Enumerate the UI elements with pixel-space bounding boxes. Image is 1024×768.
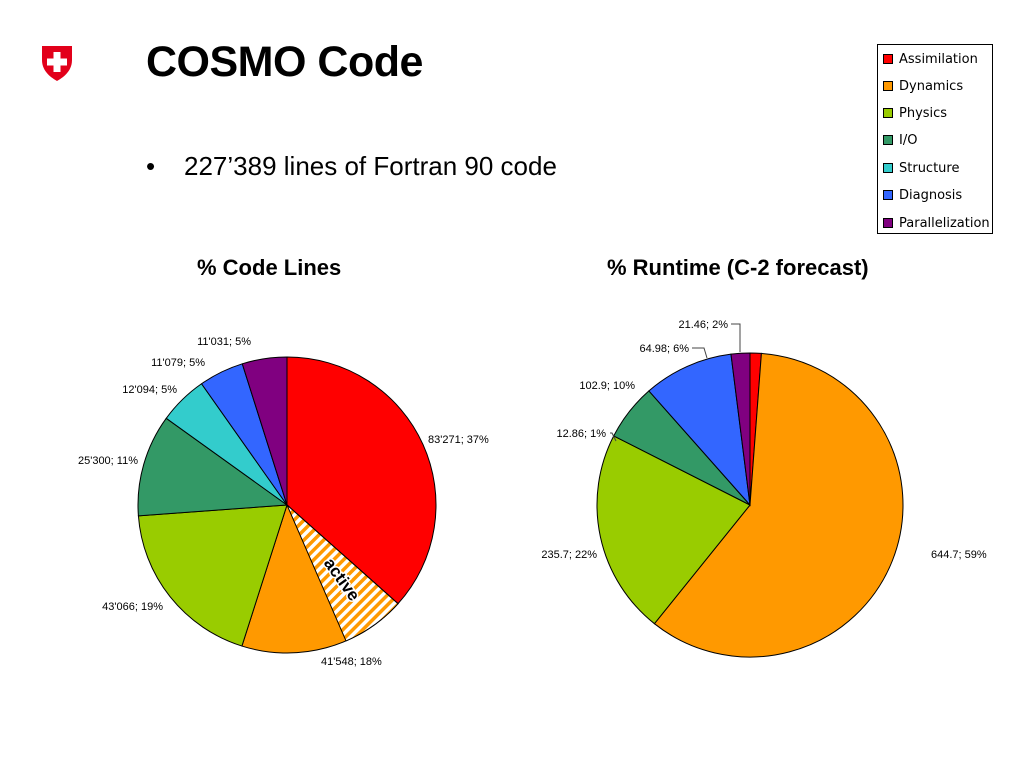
legend-swatch (883, 163, 893, 173)
legend-label: Assimilation (899, 51, 978, 67)
data-label-dynamics: 41'548; 18% (321, 656, 382, 668)
legend-swatch (883, 81, 893, 91)
label-leader-line (731, 323, 741, 352)
data-label-parallelization: 11'031; 5% (197, 336, 251, 348)
legend-label: Structure (899, 160, 960, 176)
data-label-diagnosis: 102.9; 10% (579, 380, 635, 392)
pie-slice-assimilation (286, 356, 437, 605)
data-label-structure: 12'094; 5% (122, 384, 177, 396)
legend-item-structure: Structure (883, 160, 959, 176)
legend-label: Diagnosis (899, 187, 963, 203)
pie-slice-physics (137, 504, 288, 647)
chart-title-code-lines: % Code Lines (197, 255, 342, 280)
legend-item-parallelization: Parallelization (883, 215, 990, 231)
pie-slice-active-hatch (286, 504, 399, 642)
legend-label: Physics (899, 105, 948, 121)
data-label-i-o: 25'300; 11% (78, 455, 138, 467)
legend-item-physics: Physics (883, 105, 947, 121)
label-leader-line (692, 347, 708, 359)
data-label-physics: 235.7; 22% (541, 549, 597, 561)
swiss-cross-shield-icon (42, 46, 72, 81)
bullet-text: 227’389 lines of Fortran 90 code (184, 151, 557, 181)
legend-item-io: I/O (883, 132, 917, 148)
legend-item-dynamics: Dynamics (883, 78, 963, 94)
pie-slice-dynamics (653, 352, 904, 658)
legend-label: Dynamics (899, 78, 964, 94)
legend-swatch (883, 54, 893, 64)
chart-title-runtime: % Runtime (C-2 forecast) (607, 255, 869, 280)
pie-slice-parallelization (730, 352, 751, 506)
label-leader-line (610, 432, 617, 442)
data-label-physics: 43'066; 19% (102, 601, 163, 613)
legend-label: I/O (899, 132, 918, 148)
legend-item-assimilation: Assimilation (883, 51, 978, 67)
pie-slice-parallelization (241, 356, 288, 506)
bullet-symbol: • (146, 151, 156, 181)
pie-runtime: 12.86; 1% 644.7; 59% 235.7; 22% 64.98; 6% 10… (541, 319, 987, 658)
data-label-parallelization: 21.46; 2% (678, 319, 728, 331)
data-label-diagnosis: 11'079; 5% (151, 357, 205, 369)
legend-label: Parallelization (899, 215, 990, 231)
legend-item-diagnosis: Diagnosis (883, 187, 962, 203)
data-label-i-o: 64.98; 6% (639, 343, 689, 355)
pie-slice-diagnosis (648, 353, 751, 507)
data-label-dynamics: 644.7; 59% (931, 549, 987, 561)
chart-legend: Assimilation Dynamics Physics I/O Struct… (877, 44, 993, 234)
legend-swatch (883, 108, 893, 118)
legend-swatch (883, 190, 893, 200)
legend-swatch (883, 218, 893, 228)
pie-slice-physics (596, 435, 751, 625)
data-label-assimilation: 83'271; 37% (428, 434, 489, 446)
slide-title: COSMO Code (146, 38, 423, 86)
bullet-item: • 227’389 lines of Fortran 90 code (146, 151, 557, 182)
legend-swatch (883, 135, 893, 145)
data-label-assimilation: 12.86; 1% (556, 428, 606, 440)
pie-slice-i-o (137, 417, 289, 517)
